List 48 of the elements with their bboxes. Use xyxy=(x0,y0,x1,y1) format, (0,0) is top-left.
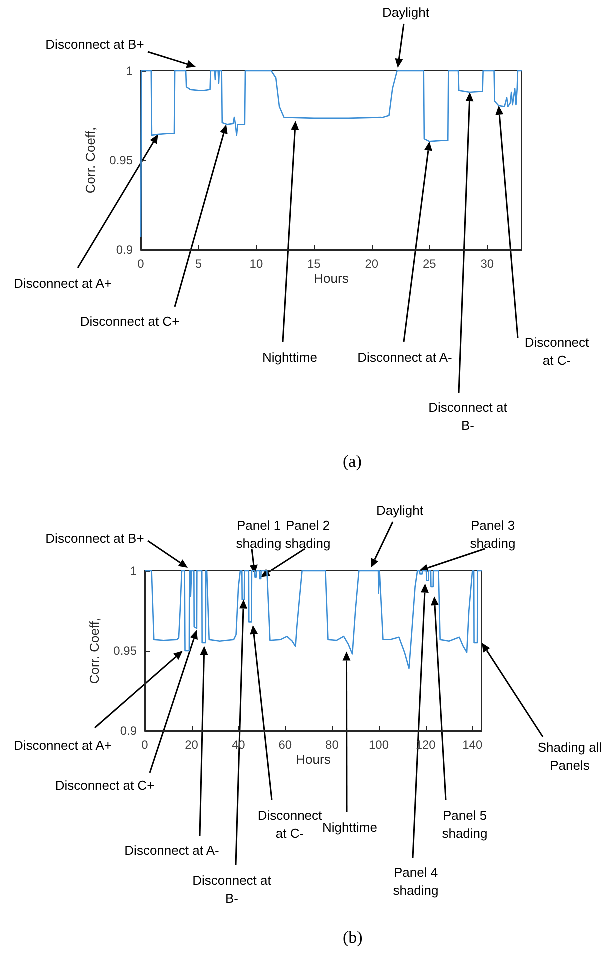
annotation: Disconnect at B- xyxy=(192,873,272,906)
x-tick-label: 0 xyxy=(138,257,145,271)
annotation: Disconnect at A- xyxy=(124,843,220,858)
text: Disconnect at B+ xyxy=(46,531,144,546)
annotation: Disconnect at A- xyxy=(358,350,452,365)
annotation: Panel 3 shading xyxy=(470,518,516,551)
x-axis-title: Hours xyxy=(314,271,350,286)
x-tick-label: 80 xyxy=(326,738,340,752)
y-axis-title: Corr. Coeff, xyxy=(87,618,102,684)
x-tick-label: 5 xyxy=(195,257,202,271)
text: Daylight xyxy=(382,5,430,20)
y-tick-label: 1 xyxy=(126,64,134,78)
y-tick-label: 0.95 xyxy=(114,644,138,658)
x-axis-title: Hours xyxy=(296,752,332,767)
annotation: Disconnect at C+ xyxy=(55,778,155,793)
annotation: Panel 2 shading xyxy=(285,518,331,551)
y-tick-label: 0.9 xyxy=(116,243,134,257)
x-tick-label: 60 xyxy=(278,738,292,752)
annotation: Panel 1 shading xyxy=(236,518,282,551)
y-tick-label: 0.9 xyxy=(120,724,138,738)
text: (a) xyxy=(343,452,362,471)
annotation: Panel 5 shading xyxy=(442,808,488,841)
x-tick-label: 0 xyxy=(142,738,149,752)
annotation: Nighttime xyxy=(322,820,378,835)
annotation: Disconnect at A+ xyxy=(14,738,112,753)
annotation: Shading all Panels xyxy=(538,740,602,773)
annotation: Disconnect at C- xyxy=(258,808,323,841)
x-tick-label: 10 xyxy=(250,257,264,271)
y-tick-label: 1 xyxy=(130,564,138,578)
y-axis-title: Corr. Coeff, xyxy=(83,127,98,194)
text: Daylight xyxy=(376,503,424,518)
annotation: Nighttime xyxy=(262,350,318,365)
x-tick-label: 15 xyxy=(308,257,322,271)
x-tick-label: 20 xyxy=(365,257,379,271)
x-tick-label: 20 xyxy=(185,738,199,752)
x-tick-label: 25 xyxy=(422,257,437,271)
x-tick-label: 30 xyxy=(480,257,494,271)
line-series xyxy=(140,70,523,238)
x-tick-label: 100 xyxy=(369,738,390,752)
annotation: Disconnect at B- xyxy=(428,400,508,433)
x-tick-label: 140 xyxy=(462,738,483,752)
annotation: Disconnect at C+ xyxy=(80,314,180,329)
text: Disconnect at B+ xyxy=(46,37,144,52)
annotation: Panel 4 shading xyxy=(393,865,439,898)
y-tick-label: 0.95 xyxy=(110,154,134,168)
text: (b) xyxy=(343,928,363,947)
annotation: Disconnect at A+ xyxy=(14,276,112,291)
annotation: Disconnect at C- xyxy=(524,335,590,368)
